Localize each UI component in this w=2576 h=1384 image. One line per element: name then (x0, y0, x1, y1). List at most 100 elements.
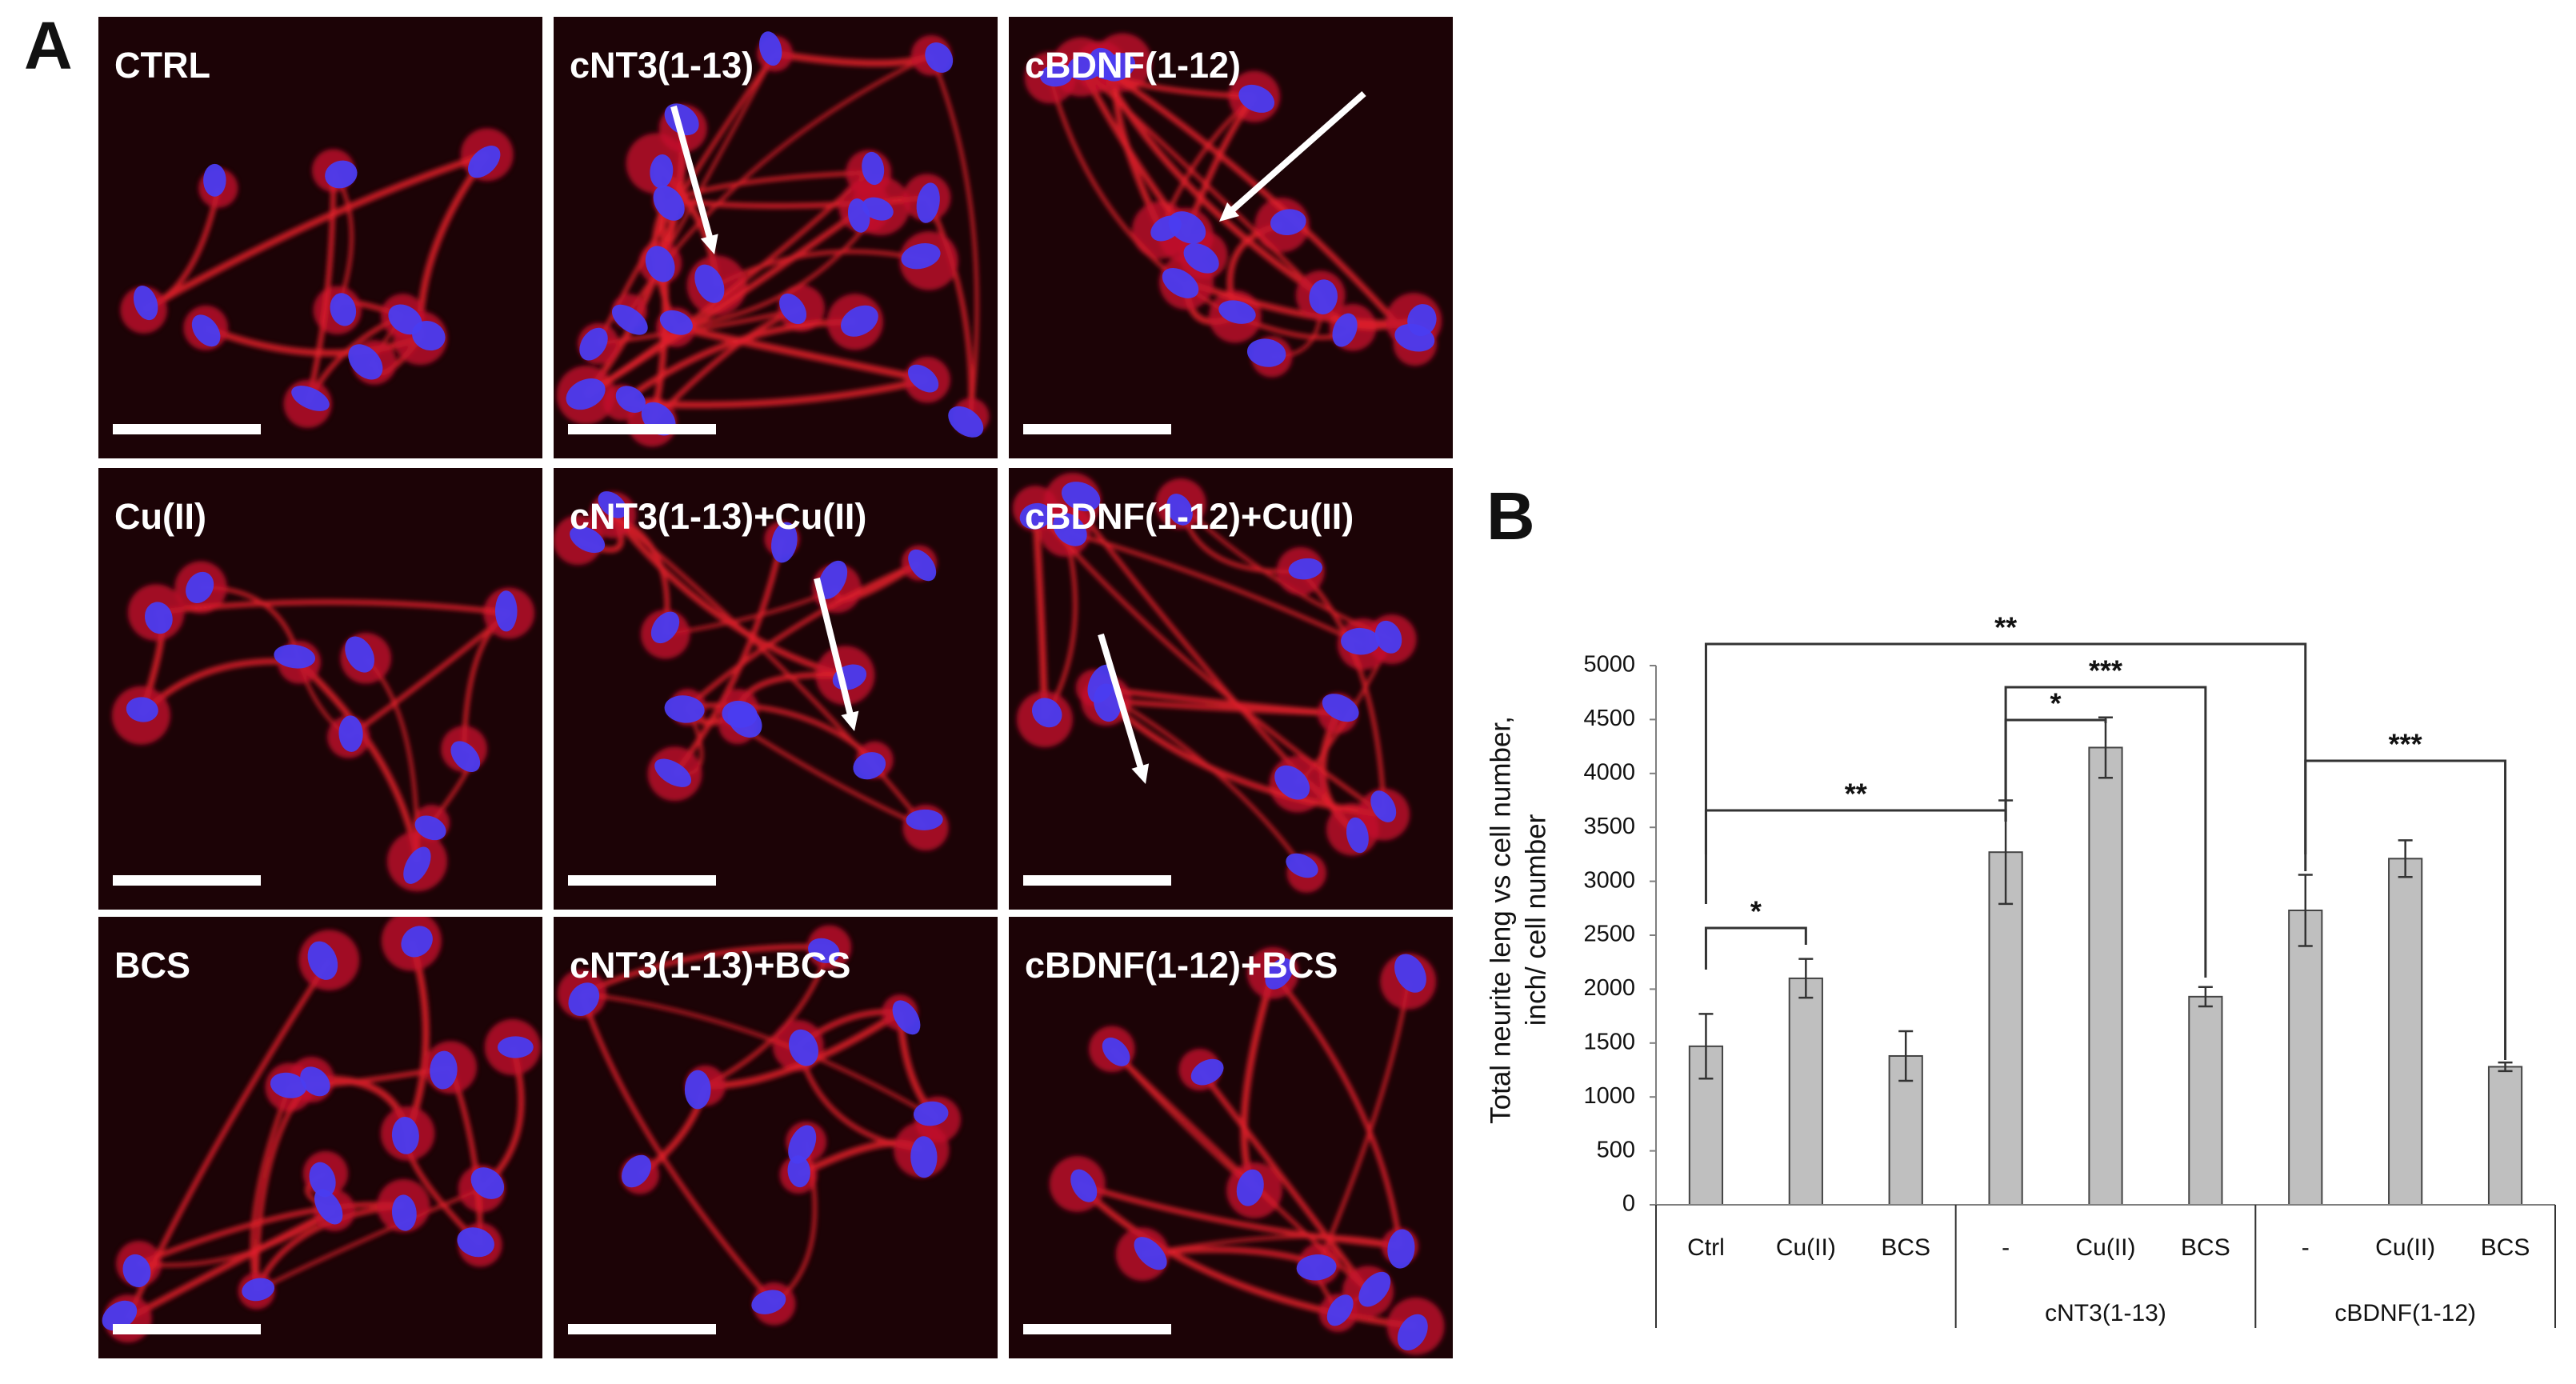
x-tick-label: - (2302, 1234, 2310, 1261)
significance-bracket (2004, 686, 2207, 978)
neurite (254, 1202, 404, 1292)
nucleus (391, 1194, 417, 1231)
nucleus (1397, 1314, 1428, 1351)
y-tick-label: 2000 (1583, 975, 1635, 1001)
nucleus (664, 695, 705, 723)
neurite (674, 323, 929, 384)
nucleus (901, 243, 941, 270)
nucleus (770, 522, 798, 563)
micrograph: cBDNF(1-12)+Cu(II) (1009, 468, 1453, 910)
nucleus (1394, 954, 1426, 993)
nucleus (654, 758, 692, 787)
nucleus (659, 310, 693, 335)
x-tick-label: Cu(II) (2375, 1234, 2435, 1261)
neurite (736, 723, 927, 830)
panel-label: A (24, 8, 73, 83)
nucleus (1238, 84, 1275, 113)
nucleus (1031, 698, 1062, 728)
significance-bracket (2304, 759, 2507, 1060)
neurite (1317, 981, 1410, 1266)
arrow-shaft (670, 105, 716, 248)
nucleus (925, 42, 954, 73)
nucleus (457, 1227, 494, 1258)
x-tick-label: Ctrl (1687, 1234, 1725, 1261)
neurite (1179, 502, 1393, 642)
nucleus (1190, 1058, 1224, 1086)
significance-label: *** (2089, 654, 2122, 687)
scale-bar (568, 875, 716, 886)
micrograph: BCS (98, 917, 542, 1358)
nucleus (1286, 853, 1318, 878)
y-tick-label: 1000 (1583, 1083, 1635, 1109)
arrow-head (1219, 202, 1240, 222)
micrograph-label: BCS (114, 945, 190, 986)
bar (1788, 977, 1823, 1206)
nucleus (906, 809, 943, 830)
neurite (1076, 1181, 1401, 1250)
micrograph: Cu(II) (98, 468, 542, 910)
nucleus (788, 1029, 818, 1066)
nucleus (468, 146, 501, 178)
bar (2188, 995, 2223, 1206)
nucleus (338, 715, 363, 752)
nucleus (1218, 300, 1256, 324)
y-tick-label: 4000 (1583, 759, 1635, 785)
nucleus (1134, 1237, 1167, 1270)
neurite (658, 53, 777, 264)
nucleus (808, 938, 840, 963)
neurite (305, 170, 336, 405)
bar (2388, 858, 2423, 1206)
nucleus (1358, 1271, 1391, 1307)
y-axis-label: Total neurite leng vs cell number, inch/ … (1485, 716, 1551, 1124)
neurite (1270, 971, 1403, 1247)
micrograph-label: cNT3(1-13) (570, 45, 754, 86)
nucleus (1053, 512, 1087, 546)
y-tick-label: 3000 (1583, 867, 1635, 893)
nucleus (401, 926, 433, 958)
nucleus (907, 364, 939, 393)
neurite (1098, 64, 1418, 346)
nucleus (494, 590, 518, 632)
nucleus (242, 1278, 275, 1302)
neurite (582, 992, 939, 1122)
nucleus (684, 1070, 711, 1110)
micrograph-label: cBDNF(1-12)+Cu(II) (1025, 496, 1354, 537)
neurite (924, 196, 974, 417)
cells (1024, 33, 1442, 378)
scale-bar (113, 875, 261, 886)
nucleus (1066, 54, 1105, 81)
nucleus (102, 1300, 138, 1331)
micrograph: cNT3(1-13)+BCS (554, 917, 998, 1358)
neurite (686, 560, 921, 710)
cells (1012, 472, 1417, 893)
neurite (929, 54, 979, 417)
group-label: cBDNF(1-12) (2334, 1300, 2476, 1326)
nucleus (566, 378, 606, 410)
significance-label: ** (1845, 778, 1867, 810)
neurite (346, 611, 511, 739)
micrograph-grid: CTRL cNT3(1-13) cBDNF(1-12) Cu(II) cNT3(1-13… (98, 17, 1453, 1358)
nucleus (1094, 683, 1122, 722)
nucleus (314, 1189, 343, 1225)
neurite (621, 376, 929, 409)
nucleus (470, 1167, 505, 1199)
y-tick-label: 1500 (1583, 1029, 1635, 1054)
significance-bracket (1704, 926, 1807, 970)
y-tick-label: 0 (1622, 1191, 1635, 1217)
scale-bar (113, 424, 261, 434)
scale-bar (1023, 875, 1171, 886)
neurite (611, 513, 927, 830)
nucleus (579, 327, 608, 361)
nucleus (751, 1290, 786, 1314)
nucleus (1322, 694, 1359, 722)
neurite (1197, 1067, 1370, 1294)
nucleus (186, 571, 214, 603)
micrograph-label: cBDNF(1-12)+BCS (1025, 945, 1338, 986)
x-tick-label: BCS (2181, 1234, 2230, 1261)
neurite (579, 993, 776, 1306)
nucleus (307, 941, 338, 980)
nucleus (787, 1155, 810, 1188)
neurite (138, 1202, 404, 1266)
micrograph: CTRL (98, 17, 542, 458)
